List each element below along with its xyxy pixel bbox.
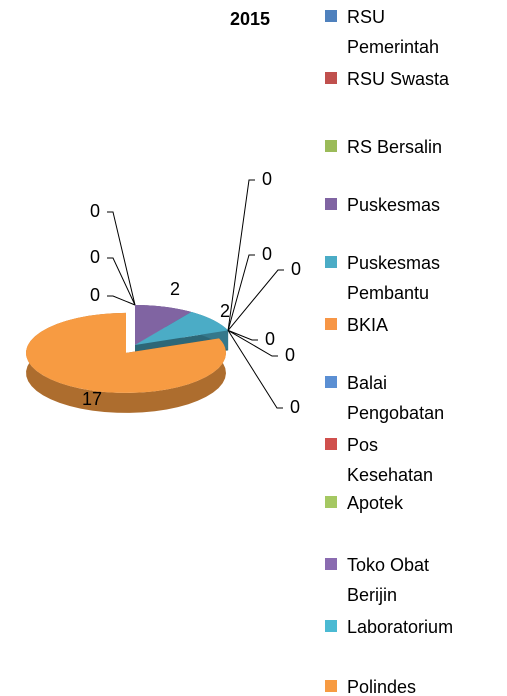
legend-label: Puskesmas: [347, 195, 441, 215]
legend-swatch: [325, 620, 337, 632]
legend-label: BKIA: [347, 315, 389, 335]
leader-line: [107, 211, 136, 306]
legend-swatch: [325, 10, 337, 22]
leader-line: [227, 179, 255, 331]
legend-item: Pos Kesehatan: [325, 430, 455, 490]
slice: [135, 311, 229, 345]
legend-swatch: [325, 318, 337, 330]
legend-item: Laboratorium: [325, 612, 455, 642]
leader-line: [107, 257, 136, 306]
legend-label: Puskesmas Pembantu: [347, 253, 441, 303]
data-label: 0: [90, 285, 100, 305]
legend-item: Puskesmas: [325, 190, 455, 220]
legend-label: Balai Pengobatan: [347, 373, 445, 423]
data-label: 0: [90, 247, 100, 267]
legend-swatch: [325, 558, 337, 570]
data-label: 2: [220, 301, 230, 321]
leader-line: [227, 330, 283, 409]
legend-swatch: [325, 680, 337, 692]
legend-label: Toko Obat Berijin: [347, 555, 430, 605]
data-label: 2: [170, 279, 180, 299]
leader-line: [227, 254, 255, 331]
legend-swatch: [325, 376, 337, 388]
legend-label: RSU Swasta: [347, 69, 450, 89]
legend-item: RS Bersalin: [325, 132, 455, 162]
legend-label: Polindes: [347, 677, 417, 696]
leader-line: [227, 269, 284, 331]
data-label: 17: [82, 389, 102, 409]
legend-item: Puskesmas Pembantu: [325, 248, 455, 308]
data-label: 0: [290, 397, 300, 417]
data-label: 0: [285, 345, 295, 365]
legend-swatch: [325, 438, 337, 450]
slice: [135, 305, 192, 345]
data-label: 0: [90, 201, 100, 221]
legend-item: Balai Pengobatan: [325, 368, 455, 428]
leader-line: [227, 329, 258, 341]
slice: [26, 312, 226, 393]
legend-item: BKIA: [325, 310, 455, 340]
chart-title: 2015: [230, 9, 270, 29]
leader-line: [227, 329, 278, 357]
legend-label: Laboratorium: [347, 617, 454, 637]
legend-item: Polindes: [325, 672, 455, 696]
legend-swatch: [325, 140, 337, 152]
legend-item: RSU Swasta: [325, 64, 455, 94]
legend-label: Pos Kesehatan: [347, 435, 434, 485]
data-label: 0: [262, 169, 272, 189]
legend-swatch: [325, 496, 337, 508]
legend-label: RS Bersalin: [347, 137, 443, 157]
legend-swatch: [325, 256, 337, 268]
legend-swatch: [325, 198, 337, 210]
data-label: 0: [265, 329, 275, 349]
leader-line: [107, 295, 136, 306]
data-label: 0: [291, 259, 301, 279]
legend-item: Toko Obat Berijin: [325, 550, 455, 610]
legend-swatch: [325, 72, 337, 84]
legend-label: RSU Pemerintah: [347, 7, 440, 57]
legend-label: Apotek: [347, 493, 404, 513]
data-label: 0: [262, 244, 272, 264]
legend-item: Apotek: [325, 488, 455, 518]
legend-item: RSU Pemerintah: [325, 2, 455, 62]
